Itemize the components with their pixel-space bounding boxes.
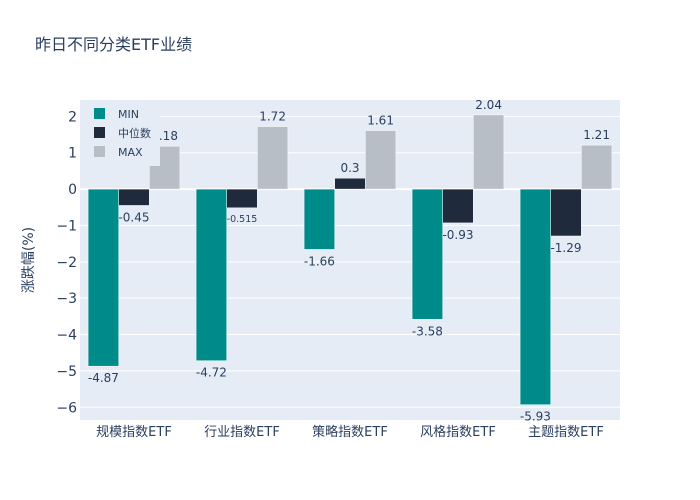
x-tick-label: 风格指数ETF bbox=[420, 424, 496, 440]
data-label: -1.66 bbox=[304, 254, 335, 268]
bar-中位数[interactable] bbox=[118, 188, 150, 206]
bar-中位数[interactable] bbox=[226, 188, 258, 209]
data-label: 1.72 bbox=[259, 110, 286, 124]
data-label: -3.58 bbox=[412, 324, 443, 338]
data-label: 0.3 bbox=[340, 161, 359, 175]
y-tick-label: −4 bbox=[56, 328, 77, 344]
bar-MIN[interactable] bbox=[303, 188, 335, 250]
legend-label[interactable]: 中位数 bbox=[118, 126, 151, 140]
x-axis-ticks: 规模指数ETF 行业指数ETF 策略指数ETF 风格指数ETF 主题指数ETF bbox=[96, 424, 604, 440]
y-tick-label: −6 bbox=[56, 400, 77, 416]
y-tick-label: −3 bbox=[56, 291, 77, 307]
data-label: -5.93 bbox=[520, 410, 551, 424]
data-label: -0.93 bbox=[442, 228, 473, 242]
legend-label[interactable]: MAX bbox=[118, 146, 143, 159]
bar-MIN[interactable] bbox=[87, 188, 119, 367]
x-tick-label: 主题指数ETF bbox=[528, 425, 604, 440]
data-labels: -4.87-0.451.18-4.72-0.5151.72-1.660.31.6… bbox=[88, 98, 610, 424]
bars bbox=[87, 114, 613, 405]
legend[interactable]: MIN 中位数 MAX bbox=[80, 100, 160, 166]
data-label: 1.21 bbox=[583, 128, 610, 142]
y-tick-label: 2 bbox=[68, 109, 77, 125]
data-label: -0.515 bbox=[227, 214, 258, 225]
x-tick-label: 策略指数ETF bbox=[312, 424, 388, 440]
data-label: -1.29 bbox=[550, 241, 581, 255]
bar-MIN[interactable] bbox=[411, 188, 443, 320]
data-label: -4.72 bbox=[196, 366, 227, 380]
chart-title: 昨日不同分类ETF业绩 bbox=[35, 35, 192, 54]
data-label: 2.04 bbox=[475, 98, 502, 112]
y-tick-label: 0 bbox=[68, 182, 77, 198]
legend-label[interactable]: MIN bbox=[118, 108, 139, 121]
bar-MIN[interactable] bbox=[519, 188, 551, 405]
bar-MAX[interactable] bbox=[581, 144, 613, 190]
y-tick-label: −1 bbox=[56, 218, 77, 234]
legend-background bbox=[80, 100, 160, 166]
data-label: 1.61 bbox=[367, 114, 394, 128]
x-tick-label: 行业指数ETF bbox=[204, 425, 280, 440]
bar-MAX[interactable] bbox=[473, 114, 505, 190]
legend-swatch[interactable] bbox=[94, 146, 105, 157]
bar-MIN[interactable] bbox=[195, 188, 227, 361]
data-label: -4.87 bbox=[88, 371, 119, 385]
y-axis-label: 涨跌幅(%) bbox=[21, 227, 37, 293]
bar-MAX[interactable] bbox=[257, 126, 289, 190]
legend-swatch[interactable] bbox=[94, 108, 105, 119]
bar-中位数[interactable] bbox=[550, 188, 582, 237]
x-tick-label: 规模指数ETF bbox=[96, 425, 172, 440]
y-tick-label: −5 bbox=[56, 364, 77, 380]
data-label: -0.45 bbox=[118, 210, 149, 224]
y-tick-label: −2 bbox=[56, 255, 77, 271]
y-tick-label: 1 bbox=[68, 146, 77, 162]
y-axis-ticks: −6 −5 −4 −3 −2 −1 0 1 2 bbox=[56, 109, 77, 416]
bar-MAX[interactable] bbox=[365, 130, 397, 190]
legend-swatch[interactable] bbox=[94, 127, 105, 138]
bar-中位数[interactable] bbox=[442, 188, 474, 224]
bar-中位数[interactable] bbox=[334, 177, 366, 190]
